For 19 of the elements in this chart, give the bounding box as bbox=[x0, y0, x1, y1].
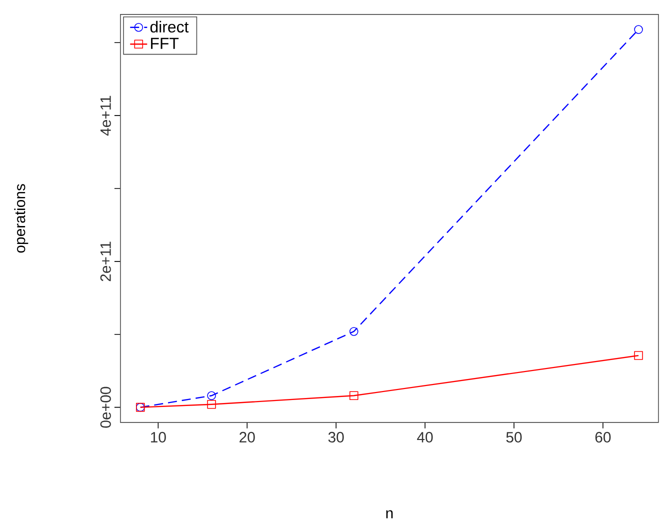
x-axis-title: n bbox=[386, 510, 393, 518]
x-tick-label: 10 bbox=[151, 432, 166, 443]
point bbox=[207, 391, 216, 400]
x-tick-label: 30 bbox=[328, 432, 344, 443]
y-axis-title: operations bbox=[14, 184, 28, 253]
x-tick-label: 40 bbox=[417, 432, 433, 443]
point bbox=[634, 25, 643, 34]
point bbox=[207, 400, 216, 409]
y-tick-label: 0e+00 bbox=[100, 386, 111, 428]
point bbox=[349, 391, 358, 400]
y-tick-label: 2e+11 bbox=[100, 242, 111, 282]
x-tick-label: 20 bbox=[240, 432, 255, 443]
point bbox=[349, 327, 358, 336]
x-tick-label: 50 bbox=[506, 432, 522, 443]
legend-label: FFT bbox=[151, 38, 179, 49]
point bbox=[634, 351, 643, 360]
legend-label: direct bbox=[150, 20, 189, 33]
x-tick-label: 60 bbox=[595, 432, 611, 443]
y-tick-label: 4e+11 bbox=[100, 96, 111, 136]
